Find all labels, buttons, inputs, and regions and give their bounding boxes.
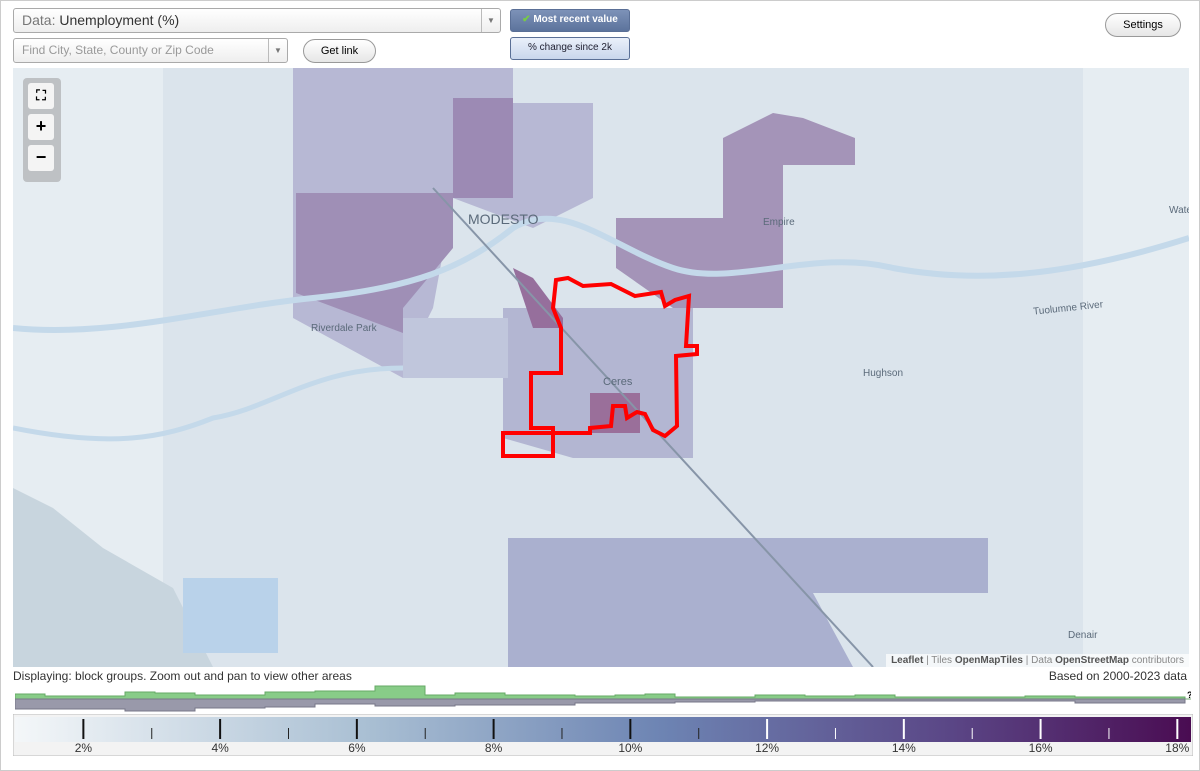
zoom-control: ⛶ + − bbox=[23, 78, 61, 182]
legend-tick-label: 10% bbox=[618, 741, 642, 755]
map-label: Denair bbox=[1068, 630, 1098, 641]
fullscreen-button[interactable]: ⛶ bbox=[28, 83, 54, 109]
histogram: ? bbox=[15, 685, 1191, 712]
region bbox=[723, 113, 855, 218]
search-box[interactable]: Find City, State, County or Zip Code ▼ bbox=[13, 38, 288, 63]
legend-tick-label: 8% bbox=[485, 741, 503, 755]
map-label: MODESTO bbox=[468, 211, 539, 227]
legend-tick-label: 12% bbox=[755, 741, 779, 755]
selected-boundary[interactable] bbox=[501, 275, 699, 458]
data-select[interactable]: Data: Unemployment (%) ▼ bbox=[13, 8, 501, 33]
region bbox=[616, 218, 783, 308]
dropdown-arrow: ▼ bbox=[268, 39, 287, 62]
region bbox=[513, 268, 563, 328]
displaying-note: Displaying: block groups. Zoom out and p… bbox=[13, 669, 352, 683]
zoom-out-button[interactable]: − bbox=[28, 145, 54, 171]
map-label: Ceres bbox=[603, 376, 633, 388]
legend-tick-label: 4% bbox=[211, 741, 229, 755]
map[interactable]: MODESTO Empire Riverdale Park Ceres Hugh… bbox=[13, 68, 1189, 667]
attribution: Leaflet | Tiles OpenMapTiles | Data Open… bbox=[886, 654, 1189, 667]
search-placeholder: Find City, State, County or Zip Code bbox=[22, 43, 214, 57]
get-link-button[interactable]: Get link bbox=[303, 39, 376, 63]
data-prefix: Data: bbox=[22, 12, 56, 28]
attr-text: Tiles bbox=[931, 655, 953, 666]
region bbox=[508, 538, 988, 667]
legend: 2% 4% 6% 8% 10% 12% 14% 16% 18% bbox=[13, 714, 1193, 756]
help-mark[interactable]: ? bbox=[1187, 690, 1191, 700]
attr-link[interactable]: Leaflet bbox=[891, 655, 924, 666]
most-recent-toggle[interactable]: ✔ Most recent value bbox=[510, 9, 630, 32]
lake bbox=[183, 578, 278, 653]
data-value: Unemployment (%) bbox=[59, 12, 180, 28]
region bbox=[403, 318, 508, 378]
zoom-in-button[interactable]: + bbox=[28, 114, 54, 140]
river bbox=[13, 365, 404, 442]
attr-text: contributors bbox=[1131, 655, 1184, 666]
check-icon: ✔ bbox=[522, 14, 531, 25]
histogram-above bbox=[15, 685, 1186, 700]
dropdown-arrow: ▼ bbox=[481, 9, 500, 32]
histogram-below bbox=[15, 698, 1186, 712]
attr-text: Data bbox=[1031, 655, 1053, 666]
attr-link[interactable]: OpenStreetMap bbox=[1055, 655, 1129, 666]
legend-tick-label: 2% bbox=[75, 741, 93, 755]
legend-tick-label: 16% bbox=[1029, 741, 1053, 755]
based-on-note: Based on 2000-2023 data bbox=[1048, 669, 1187, 683]
most-recent-label: Most recent value bbox=[533, 14, 618, 25]
map-label: Empire bbox=[763, 217, 795, 228]
region bbox=[13, 488, 213, 667]
legend-tick-label: 14% bbox=[892, 741, 916, 755]
map-layer bbox=[13, 68, 1189, 667]
attr-link[interactable]: OpenMapTiles bbox=[954, 655, 1023, 666]
legend-ramp bbox=[15, 717, 1191, 742]
river bbox=[13, 215, 1189, 333]
legend-tick-label: 6% bbox=[348, 741, 366, 755]
region bbox=[453, 98, 513, 198]
settings-button[interactable]: Settings bbox=[1105, 13, 1181, 37]
map-label: Wate bbox=[1169, 205, 1189, 216]
legend-tick-label: 18% bbox=[1165, 741, 1189, 755]
pct-change-toggle[interactable]: % change since 2k bbox=[510, 37, 630, 60]
map-label: Hughson bbox=[863, 368, 904, 379]
map-label: Riverdale Park bbox=[311, 323, 377, 334]
